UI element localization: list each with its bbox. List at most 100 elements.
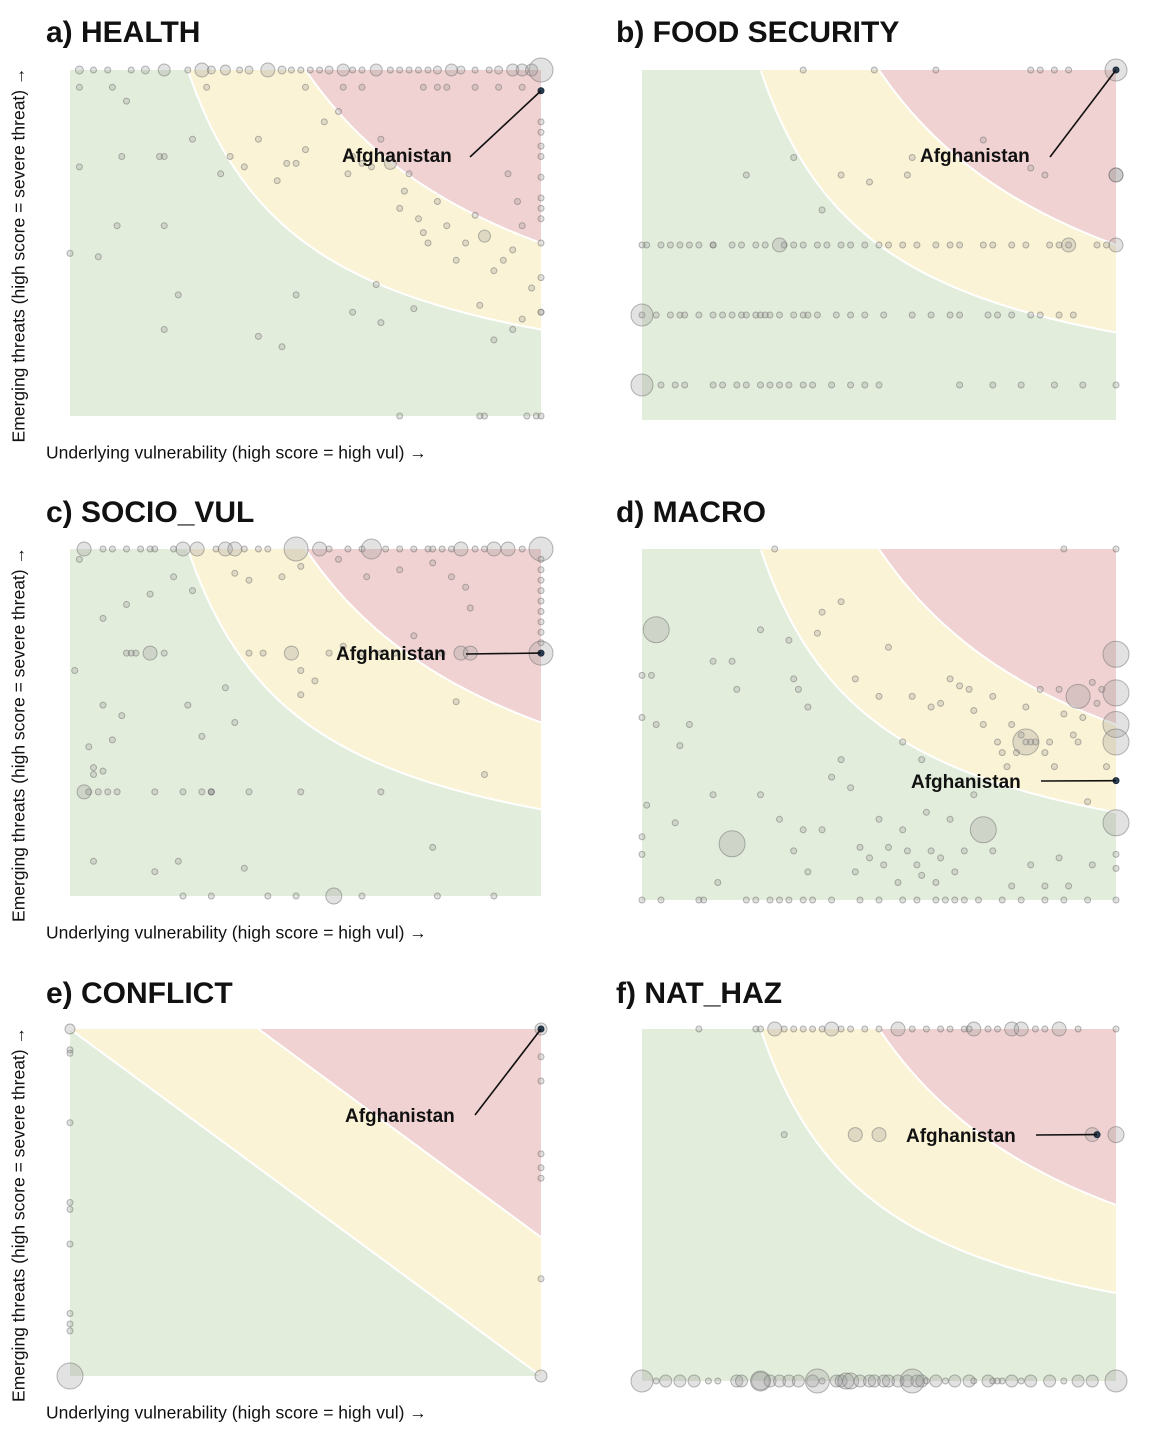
- data-point: [1065, 683, 1091, 709]
- panel-c: Afghanistan c) SOCIO_VUL Underlying vulner…: [9, 496, 554, 943]
- data-point: [946, 675, 954, 683]
- panel-a: Afghanistan a) HEALTH Underlying vulnerabi…: [9, 16, 554, 463]
- data-point: [785, 896, 793, 904]
- data-point: [1069, 311, 1077, 319]
- data-point: [377, 135, 385, 143]
- data-point: [903, 171, 911, 179]
- data-point: [956, 682, 964, 690]
- data-point: [90, 771, 97, 778]
- data-point: [1102, 640, 1130, 668]
- data-point: [481, 545, 488, 553]
- data-point: [396, 566, 404, 574]
- data-point: [752, 1025, 760, 1033]
- data-point: [219, 64, 231, 76]
- data-point: [113, 222, 121, 230]
- data-point: [212, 545, 220, 553]
- data-point: [320, 118, 328, 126]
- data-point: [471, 66, 479, 74]
- data-point: [673, 1374, 687, 1388]
- data-point: [335, 108, 342, 115]
- data-point: [946, 241, 954, 249]
- data-point: [490, 267, 498, 275]
- risk-zones: [642, 1029, 1116, 1381]
- data-point: [302, 146, 309, 154]
- data-point: [837, 241, 845, 249]
- data-point: [932, 896, 940, 904]
- data-point: [1036, 685, 1044, 693]
- data-point: [1055, 685, 1063, 693]
- data-point: [311, 677, 319, 685]
- zone-high: [305, 549, 541, 723]
- data-point: [818, 608, 826, 616]
- annotation-label: Afghanistan: [345, 1106, 455, 1127]
- data-point: [948, 1374, 962, 1388]
- data-point: [240, 545, 248, 553]
- data-point: [108, 736, 116, 744]
- data-point: [90, 66, 97, 74]
- data-point: [1031, 1025, 1039, 1033]
- data-point: [198, 732, 206, 740]
- data-point: [719, 311, 727, 319]
- data-point: [410, 632, 418, 640]
- data-point: [396, 545, 404, 553]
- data-point: [742, 171, 750, 179]
- data-point: [1008, 882, 1016, 890]
- data-point: [937, 854, 945, 862]
- data-point: [410, 545, 418, 553]
- data-point: [490, 336, 498, 344]
- data-point: [1074, 738, 1082, 746]
- data-point: [433, 83, 441, 91]
- data-point: [283, 645, 299, 661]
- data-point: [160, 649, 168, 657]
- data-point: [528, 284, 536, 292]
- data-point: [676, 311, 684, 319]
- data-point: [236, 66, 244, 74]
- data-point: [837, 756, 845, 764]
- data-point: [443, 222, 451, 230]
- data-point: [419, 83, 427, 91]
- data-point: [799, 66, 807, 74]
- data-point: [400, 187, 408, 195]
- data-point: [297, 667, 305, 674]
- data-point: [231, 719, 239, 726]
- zone-high: [879, 549, 1116, 725]
- data-point: [537, 194, 545, 202]
- data-point: [151, 545, 159, 553]
- data-point: [875, 241, 883, 249]
- data-point: [90, 857, 97, 865]
- data-point: [989, 1377, 997, 1385]
- data-point: [127, 649, 135, 657]
- data-point: [99, 767, 107, 775]
- data-point: [104, 66, 112, 74]
- data-point: [695, 896, 703, 904]
- data-point: [941, 1377, 949, 1385]
- data-point: [66, 1320, 74, 1328]
- data-point: [960, 847, 968, 855]
- data-point: [875, 692, 883, 700]
- x-axis-label: Underlying vulnerability (high score = h…: [46, 923, 427, 943]
- annotation-label: Afghanistan: [342, 146, 452, 167]
- data-point: [657, 241, 665, 249]
- data-point: [85, 788, 93, 796]
- data-point: [842, 1372, 860, 1390]
- data-point: [630, 373, 654, 397]
- data-point: [828, 381, 836, 389]
- data-point: [278, 343, 286, 351]
- data-point: [900, 1374, 914, 1388]
- data-point: [194, 62, 210, 78]
- data-point: [452, 698, 460, 706]
- data-point: [1079, 714, 1087, 721]
- data-point: [518, 83, 526, 91]
- data-point: [766, 381, 774, 389]
- data-point: [240, 163, 248, 171]
- data-point: [899, 241, 907, 249]
- data-point: [537, 597, 545, 605]
- data-point: [638, 241, 646, 249]
- data-point: [240, 864, 248, 872]
- data-point: [278, 573, 286, 581]
- data-point: [1103, 763, 1110, 771]
- data-point: [630, 1369, 654, 1393]
- data-point: [773, 1374, 786, 1388]
- data-point: [358, 83, 366, 91]
- data-point: [518, 222, 526, 230]
